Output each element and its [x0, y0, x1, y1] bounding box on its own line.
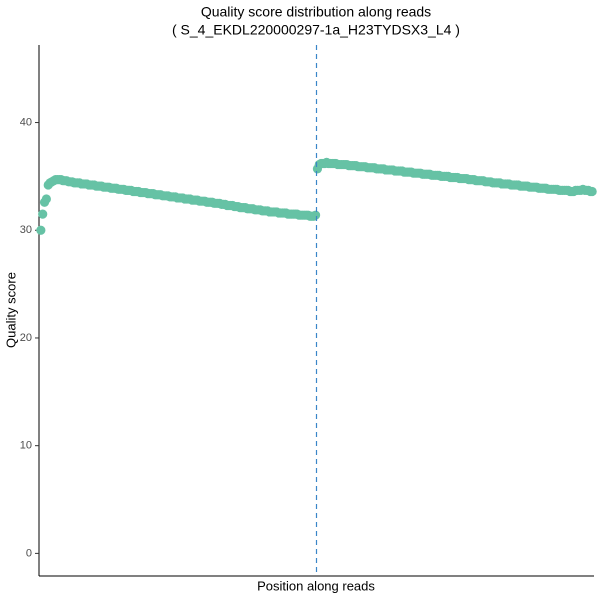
chart-subtitle: ( S_4_EKDL220000297-1a_H23TYDSX3_L4 ) [172, 22, 460, 38]
point [41, 194, 51, 204]
point [36, 225, 46, 235]
y-tick-label: 0 [26, 547, 32, 559]
point [310, 210, 321, 220]
point [587, 186, 597, 197]
y-tick-label: 20 [20, 332, 32, 344]
y-tick-label: 40 [20, 116, 32, 128]
y-axis-label: Quality score [3, 272, 18, 348]
x-axis-label: Position along reads [257, 578, 375, 593]
y-tick-label: 30 [20, 224, 32, 236]
point [38, 209, 48, 219]
chart-title: Quality score distribution along reads [201, 4, 431, 20]
y-tick-label: 10 [20, 440, 32, 452]
